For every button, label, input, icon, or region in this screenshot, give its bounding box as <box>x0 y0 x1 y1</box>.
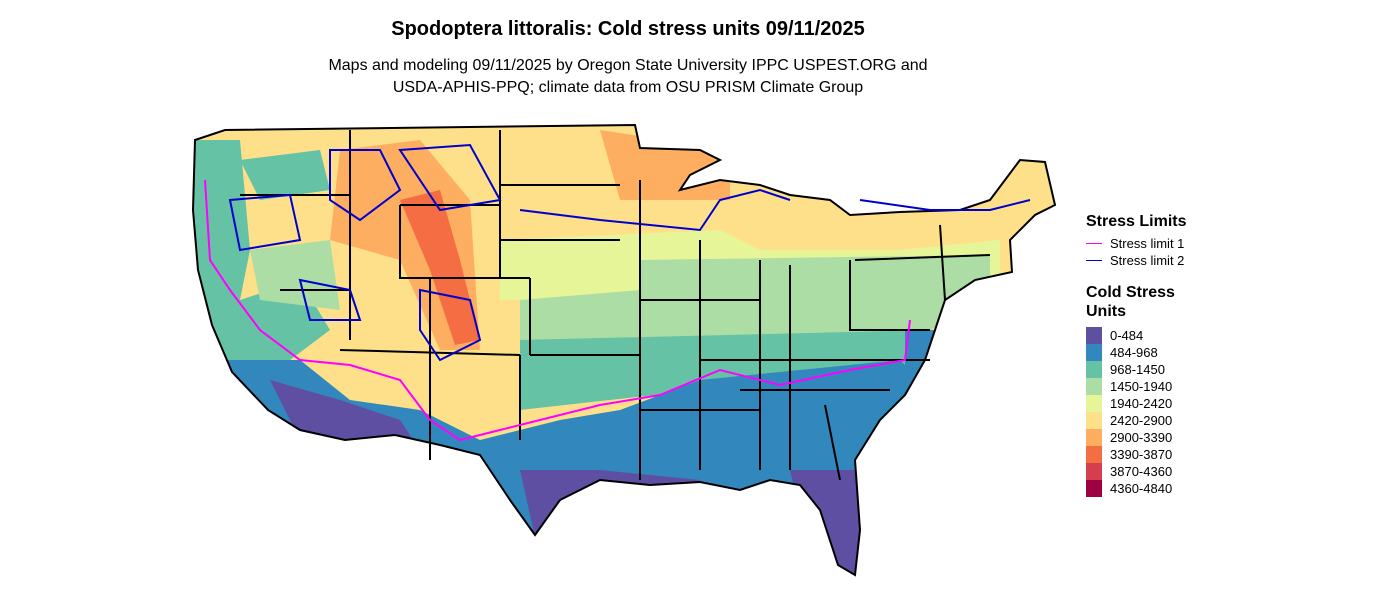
legend-swatch <box>1086 429 1102 446</box>
legend-item: 3390-3870 <box>1086 446 1206 463</box>
legend-swatch <box>1086 412 1102 429</box>
unit-items: 0-484 484-968 968-1450 1450-1940 1940-2420 24… <box>1086 327 1206 497</box>
legend-label: 2420-2900 <box>1110 413 1173 428</box>
legend-label: Stress limit 2 <box>1110 253 1185 268</box>
border <box>240 130 991 481</box>
zone <box>520 330 930 410</box>
legend-swatch <box>1086 361 1102 378</box>
legend-item: Stress limit 2 <box>1086 252 1206 269</box>
zone <box>193 140 330 360</box>
zone <box>250 240 340 310</box>
legend-swatch <box>1086 344 1102 361</box>
cold-stress-fill <box>193 125 1055 575</box>
zone <box>640 255 990 340</box>
legend-item: 968-1450 <box>1086 361 1206 378</box>
legend-label: 0-484 <box>1110 328 1144 343</box>
stress-limit-1 <box>204 179 911 442</box>
zone <box>400 190 480 345</box>
stress-limit-2 <box>228 143 1031 362</box>
zone <box>240 150 330 200</box>
legend-label: 1450-1940 <box>1110 379 1173 394</box>
state-borders <box>192 124 1056 576</box>
legend-swatch <box>1086 327 1102 344</box>
legend-swatch <box>1086 446 1102 463</box>
legend-item: 4360-4840 <box>1086 480 1206 497</box>
legend-item: 0-484 <box>1086 327 1206 344</box>
stress-items: Stress limit 1 Stress limit 2 <box>1086 235 1206 269</box>
legend-item: 3870-4360 <box>1086 463 1206 480</box>
legend-swatch <box>1086 260 1102 261</box>
legend-label: 3870-4360 <box>1110 464 1173 479</box>
legend-swatch <box>1086 378 1102 395</box>
legend-item: 1940-2420 <box>1086 395 1206 412</box>
legend-swatch <box>1086 480 1102 497</box>
legend-label: Stress limit 1 <box>1110 236 1185 251</box>
legend-label: 484-968 <box>1110 345 1158 360</box>
legend-item: Stress limit 1 <box>1086 235 1206 252</box>
subtitle-line: USDA-APHIS-PPQ; climate data from OSU PR… <box>392 79 864 96</box>
legend-label: 4360-4840 <box>1110 481 1173 496</box>
map-subtitle: Maps and modeling 09/11/2025 by Oregon S… <box>0 55 1256 99</box>
legend-item: 484-968 <box>1086 344 1206 361</box>
legend: Stress Limits Stress limit 1 Stress limit… <box>1086 212 1206 497</box>
subtitle-line: Maps and modeling 09/11/2025 by Oregon S… <box>328 57 928 74</box>
legend-label: 968-1450 <box>1110 362 1165 377</box>
legend-label: 3390-3870 <box>1110 447 1173 462</box>
legend-title: Stress Limits <box>1086 213 1187 230</box>
legend-title: Cold Stress Units <box>1086 284 1175 320</box>
legend-item: 2900-3390 <box>1086 429 1206 446</box>
legend-label: 1940-2420 <box>1110 396 1173 411</box>
legend-swatch <box>1086 395 1102 412</box>
legend-swatch <box>1086 243 1102 244</box>
legend-swatch <box>1086 463 1102 480</box>
legend-item: 1450-1940 <box>1086 378 1206 395</box>
map-title: Spodoptera littoralis: Cold stress units… <box>391 18 865 40</box>
legend-label: 2900-3390 <box>1110 430 1173 445</box>
legend-item: 2420-2900 <box>1086 412 1206 429</box>
